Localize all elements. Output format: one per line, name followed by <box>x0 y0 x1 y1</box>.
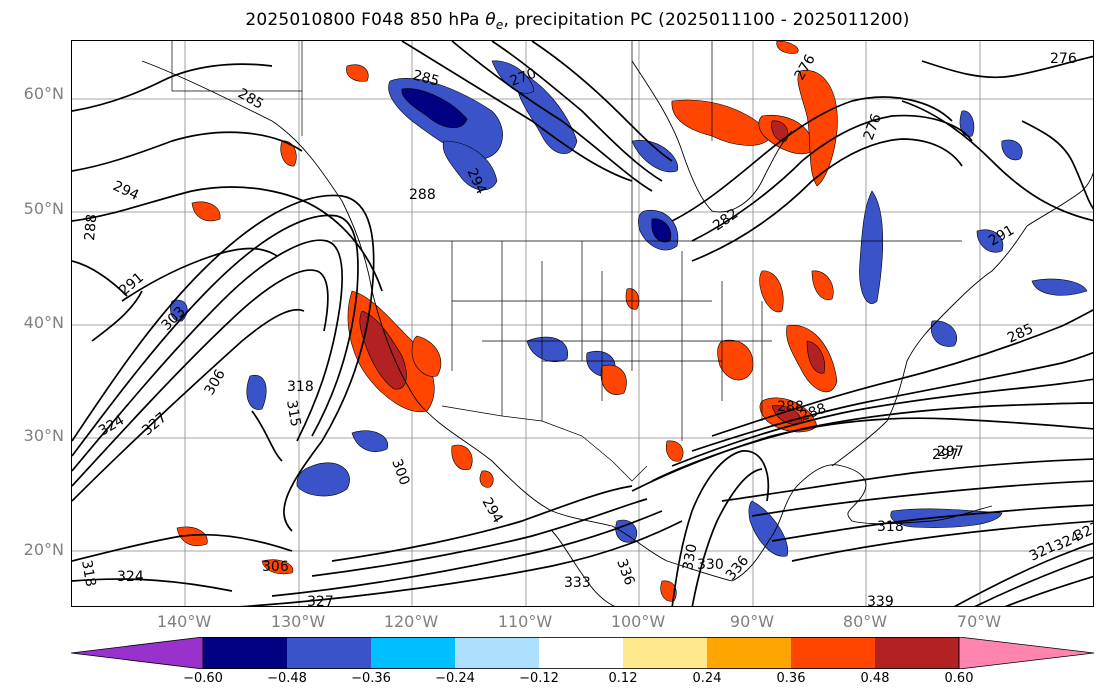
contour-label: 318 <box>877 519 904 535</box>
precip-positive-shading <box>176 41 838 602</box>
map-panel: 276 276 285 270 285 294 288 291 294 288 … <box>71 40 1094 607</box>
contour-label: 297 <box>932 447 959 463</box>
lon-label-130w: 130°W <box>270 612 326 631</box>
lat-label-30n: 30°N <box>23 426 64 445</box>
colorbar-bin <box>287 637 371 669</box>
colorbar-bin <box>707 637 791 669</box>
contour-label: 291 <box>116 270 147 299</box>
contour-label: 324 <box>96 412 127 439</box>
lat-label-50n: 50°N <box>23 199 64 218</box>
contour-label: 288 <box>777 399 804 415</box>
colorbar-extend-high <box>958 637 1095 669</box>
lon-label-90w: 90°W <box>729 612 775 631</box>
map-title: 2025010800 F048 850 hPa θe, precipitatio… <box>245 10 910 32</box>
contour-label: 315 <box>283 399 303 428</box>
lat-label-20n: 20°N <box>23 540 64 559</box>
contour-label: 339 <box>867 594 894 607</box>
contour-label: 318 <box>78 559 98 588</box>
contour-label: 327 <box>139 410 170 439</box>
colorbar-bin <box>203 637 287 669</box>
coastlines <box>141 60 1093 606</box>
lon-label-70w: 70°W <box>956 612 1002 631</box>
contour-label: 288 <box>409 187 436 203</box>
lat-label-60n: 60°N <box>23 84 64 103</box>
contour-label: 306 <box>262 559 289 575</box>
contour-label: 276 <box>1050 51 1077 67</box>
colorbar-tick-label: 0.60 <box>944 671 974 686</box>
contour-label: 333 <box>564 575 591 591</box>
political-borders <box>171 41 962 482</box>
colorbar-bin <box>539 637 623 669</box>
colorbar-tick-label: 0.12 <box>608 671 638 686</box>
lon-label-80w: 80°W <box>842 612 888 631</box>
contour-label: 327 <box>307 594 334 607</box>
precip-negative-shading <box>170 60 1088 557</box>
lon-label-100w: 100°W <box>610 612 666 631</box>
colorbar-tick-label: −0.36 <box>351 671 391 686</box>
contour-label: 294 <box>479 495 506 526</box>
contour-label: 288 <box>82 213 100 241</box>
contour-label: 285 <box>411 67 441 89</box>
colorbar-extend-low <box>71 637 204 669</box>
colorbar-tick-label: −0.24 <box>435 671 475 686</box>
contour-label: 276 <box>861 112 885 143</box>
lat-label-40n: 40°N <box>23 313 64 332</box>
contour-label: 306 <box>202 367 229 398</box>
colorbar-tick-label: 0.48 <box>860 671 890 686</box>
contour-label: 330 <box>697 557 724 573</box>
contour-label: 336 <box>723 553 752 584</box>
colorbar-bin <box>791 637 875 669</box>
colorbar-tick-label: −0.12 <box>519 671 559 686</box>
colorbar-bin <box>623 637 707 669</box>
theta-e-contours <box>72 41 1093 606</box>
colorbar-tick-label: −0.60 <box>183 671 223 686</box>
colorbar-bin <box>875 637 959 669</box>
contour-label: 297 <box>937 444 964 460</box>
colorbar-bin <box>455 637 539 669</box>
colorbar-tick-label: 0.24 <box>692 671 722 686</box>
contour-label: 285 <box>235 86 266 113</box>
colorbar-tick-label: 0.36 <box>776 671 806 686</box>
colorbar-bin <box>371 637 455 669</box>
contour-label: 294 <box>110 178 141 204</box>
lon-label-140w: 140°W <box>156 612 212 631</box>
contour-label: 318 <box>287 379 314 395</box>
colorbar <box>71 637 1095 669</box>
contour-label: 282 <box>710 206 741 234</box>
contour-label: 300 <box>388 457 412 488</box>
lon-label-120w: 120°W <box>383 612 439 631</box>
contour-label: 336 <box>613 557 637 588</box>
colorbar-tick-label: −0.48 <box>267 671 307 686</box>
lon-label-110w: 110°W <box>497 612 553 631</box>
contour-label: 330 <box>680 543 700 572</box>
contour-label: 324 <box>117 569 144 585</box>
